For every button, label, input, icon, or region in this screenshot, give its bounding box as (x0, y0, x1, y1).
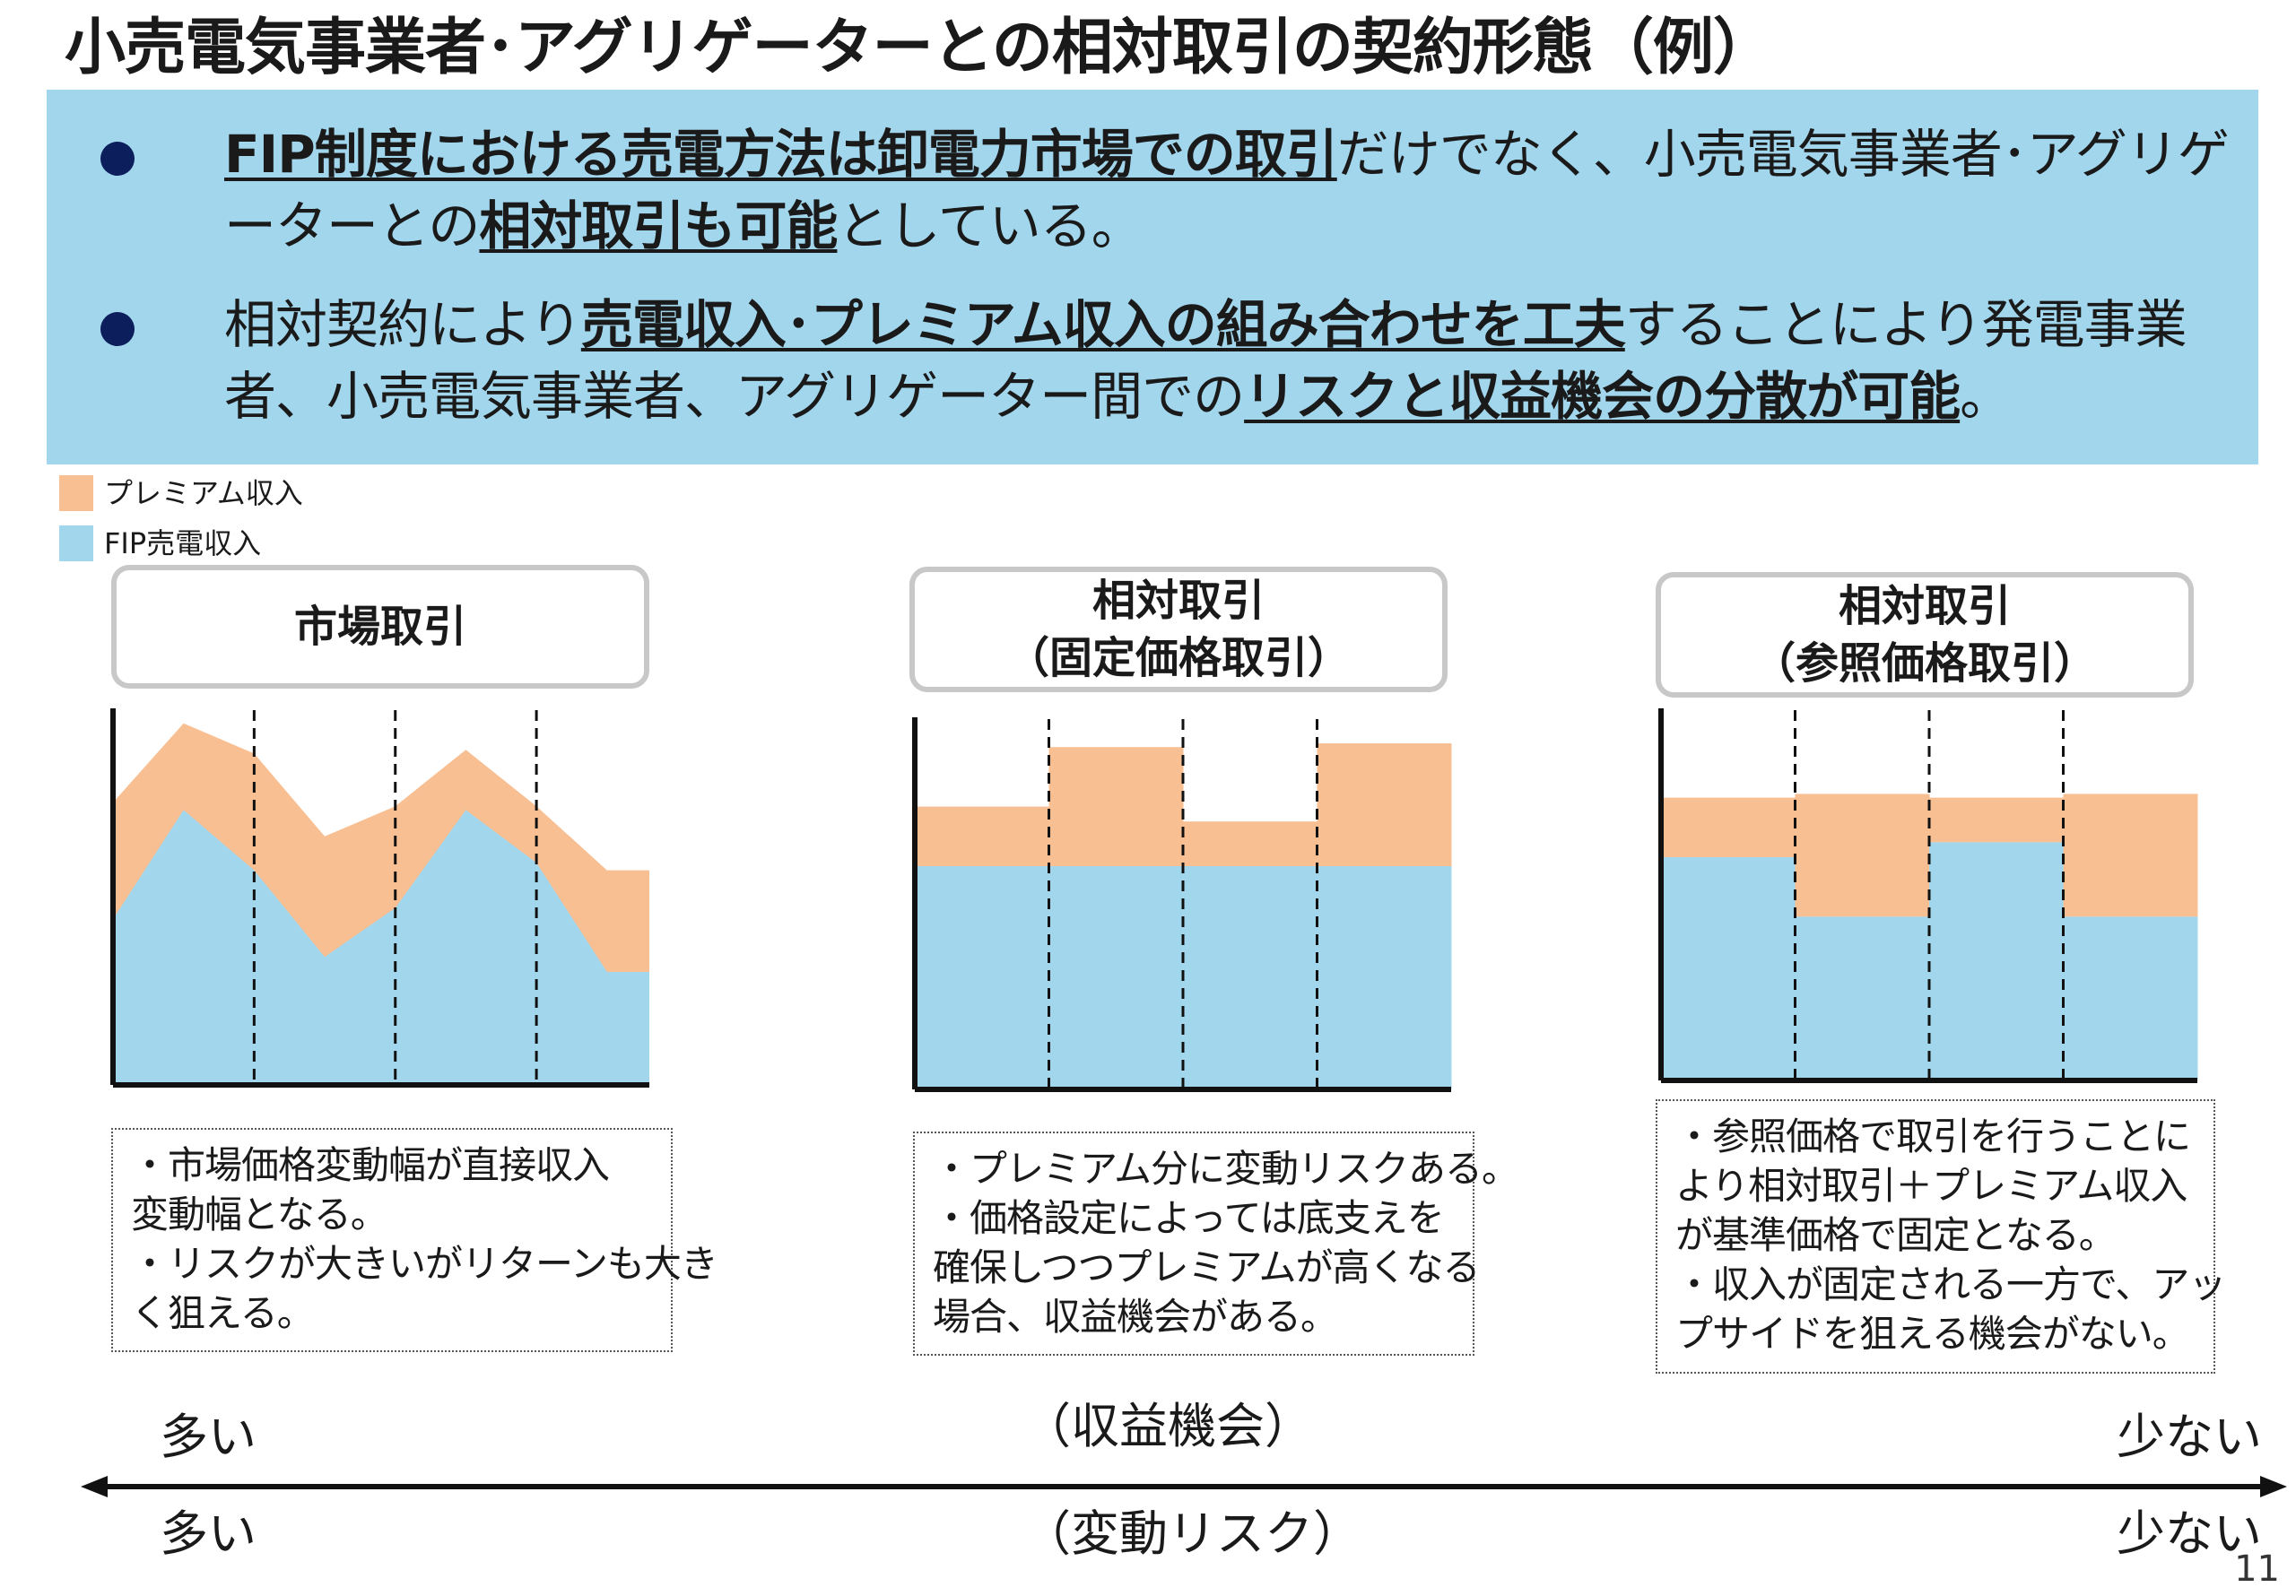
premium-revenue-bar (2063, 794, 2198, 917)
legend: プレミアム収入 FIP売電収入 (59, 473, 418, 572)
note-line: 場合、収益機会がある。 (933, 1295, 1338, 1339)
fip-revenue-bar (915, 866, 1049, 1089)
premium-revenue-bar (915, 806, 1049, 866)
axis-left-top-label: 多い (160, 1409, 257, 1465)
legend-label: プレミアム収入 (104, 476, 303, 510)
premium-revenue-bar (1661, 797, 1796, 857)
premium-revenue-bar (1183, 821, 1318, 866)
bullet-dot-icon (100, 142, 135, 176)
axis-center-top-label: （収益機会） (1022, 1398, 1313, 1454)
axis-right-bottom-label: 少ない (2117, 1505, 2262, 1562)
bullet-emphasis: FIP制度における売電方法は卸電力市場での取引 (224, 124, 1338, 185)
bullet-run: 。 (1960, 366, 2012, 427)
note-line: ・参照価格で取引を行うことに (1675, 1115, 2191, 1158)
page-number: 11 (2234, 1548, 2280, 1590)
premium-revenue-bar (1929, 797, 2064, 843)
panel-title-reference-price: 相対取引 （参照価格取引） (1656, 572, 2194, 698)
fip-swatch-icon (59, 525, 93, 561)
fip-revenue-bar (1183, 866, 1318, 1089)
axis-left-bottom-label: 多い (160, 1505, 257, 1562)
fip-revenue-bar (1661, 857, 1796, 1080)
note-line: く狙える。 (131, 1291, 315, 1335)
bullet-item-1: FIP制度における売電方法は卸電力市場での取引だけでなく、小売電気事業者･アグリ… (100, 118, 2235, 280)
note-line: ・プレミアム分に変動リスクある。 (933, 1147, 1519, 1191)
bullet-run: としている。 (837, 195, 1143, 256)
panel-title-line: （参照価格取引） (1752, 638, 2097, 689)
axis-right-top-label: 少ない (2117, 1409, 2262, 1465)
fip-revenue-bar (1048, 866, 1184, 1089)
panel-title-market: 市場取引 (111, 565, 649, 689)
bullet-dot-icon (100, 312, 135, 346)
bullet-run: することにより発電事業者、小売電気事業者、アグリゲーター間での (224, 294, 2187, 427)
premium-revenue-bar (1317, 743, 1452, 866)
note-line: ・価格設定によっては底支えを (933, 1196, 1445, 1240)
double-arrow-icon (81, 1476, 2287, 1497)
bullet-text-2: 相対契約により売電収入･プレミアム収入の組み合わせを工夫することにより発電事業者… (224, 289, 2235, 432)
premium-swatch-icon (59, 475, 93, 511)
bullet-emphasis: 売電収入･プレミアム収入の組み合わせを工夫 (580, 294, 1626, 355)
bullet-emphasis: リスクと収益機会の分散が可能 (1244, 366, 1961, 427)
bullet-run: だけでなく、小売電気事業者･アグリゲーターとの (224, 124, 2230, 256)
legend-label: FIP売電収入 (104, 526, 262, 560)
fip-revenue-bar (2063, 916, 2198, 1080)
note-line: より相対取引＋プレミアム収入 (1675, 1164, 2187, 1208)
note-reference-price: ・参照価格で取引を行うことに より相対取引＋プレミアム収入 が基準価格で固定とな… (1656, 1099, 2226, 1374)
bullet-emphasis: 相対取引も可能 (479, 195, 838, 256)
fip-revenue-bar (1317, 866, 1452, 1089)
summary-box: FIP制度における売電方法は卸電力市場での取引だけでなく、小売電気事業者･アグリ… (47, 90, 2258, 464)
note-line: 確保しつつプレミアムが高くなる (933, 1245, 1481, 1289)
note-line: ・市場価格変動幅が直接収入 (131, 1143, 610, 1187)
panel-title-fixed-price: 相対取引 （固定価格取引） (909, 567, 1448, 692)
page-title: 小売電気事業者･アグリゲーターとの相対取引の契約形態（例） (65, 13, 1774, 83)
premium-revenue-bar (1795, 794, 1930, 917)
chart-fixed-price (912, 717, 1452, 1092)
note-line: ・収入が固定される一方で、アッ (1675, 1262, 2226, 1306)
chart-reference-price (1658, 708, 2198, 1083)
note-line: プサイドを狙える機会がない。 (1675, 1312, 2190, 1356)
note-line: ・リスクが大きいがリターンも大き (131, 1242, 718, 1286)
panel-title-line: 相対取引 (1838, 581, 2011, 631)
note-market: ・市場価格変動幅が直接収入 変動幅となる。 ・リスクが大きいがリターンも大き く… (111, 1128, 718, 1352)
panel-title-line: 市場取引 (293, 602, 466, 652)
note-fixed-price: ・プレミアム分に変動リスクある。 ・価格設定によっては底支えを 確保しつつプレミ… (913, 1132, 1519, 1356)
panel-title-line: （固定価格取引） (1005, 633, 1351, 683)
fip-revenue-bar (1929, 842, 2064, 1080)
fip-revenue-bar (1795, 916, 1930, 1080)
panel-title-line: 相対取引 (1091, 576, 1265, 626)
chart-market (110, 708, 649, 1088)
axis-center-bottom-label: （変動リスク） (1022, 1505, 1361, 1562)
premium-revenue-bar (1048, 747, 1184, 866)
note-line: 変動幅となる。 (131, 1193, 388, 1236)
bullet-item-2: 相対契約により売電収入･プレミアム収入の組み合わせを工夫することにより発電事業者… (100, 289, 2235, 450)
bullet-text-1: FIP制度における売電方法は卸電力市場での取引だけでなく、小売電気事業者･アグリ… (224, 118, 2235, 262)
fip-revenue-area (113, 810, 649, 1085)
note-line: が基準価格で固定となる。 (1675, 1213, 2117, 1257)
bullet-run: 相対契約により (224, 294, 582, 355)
